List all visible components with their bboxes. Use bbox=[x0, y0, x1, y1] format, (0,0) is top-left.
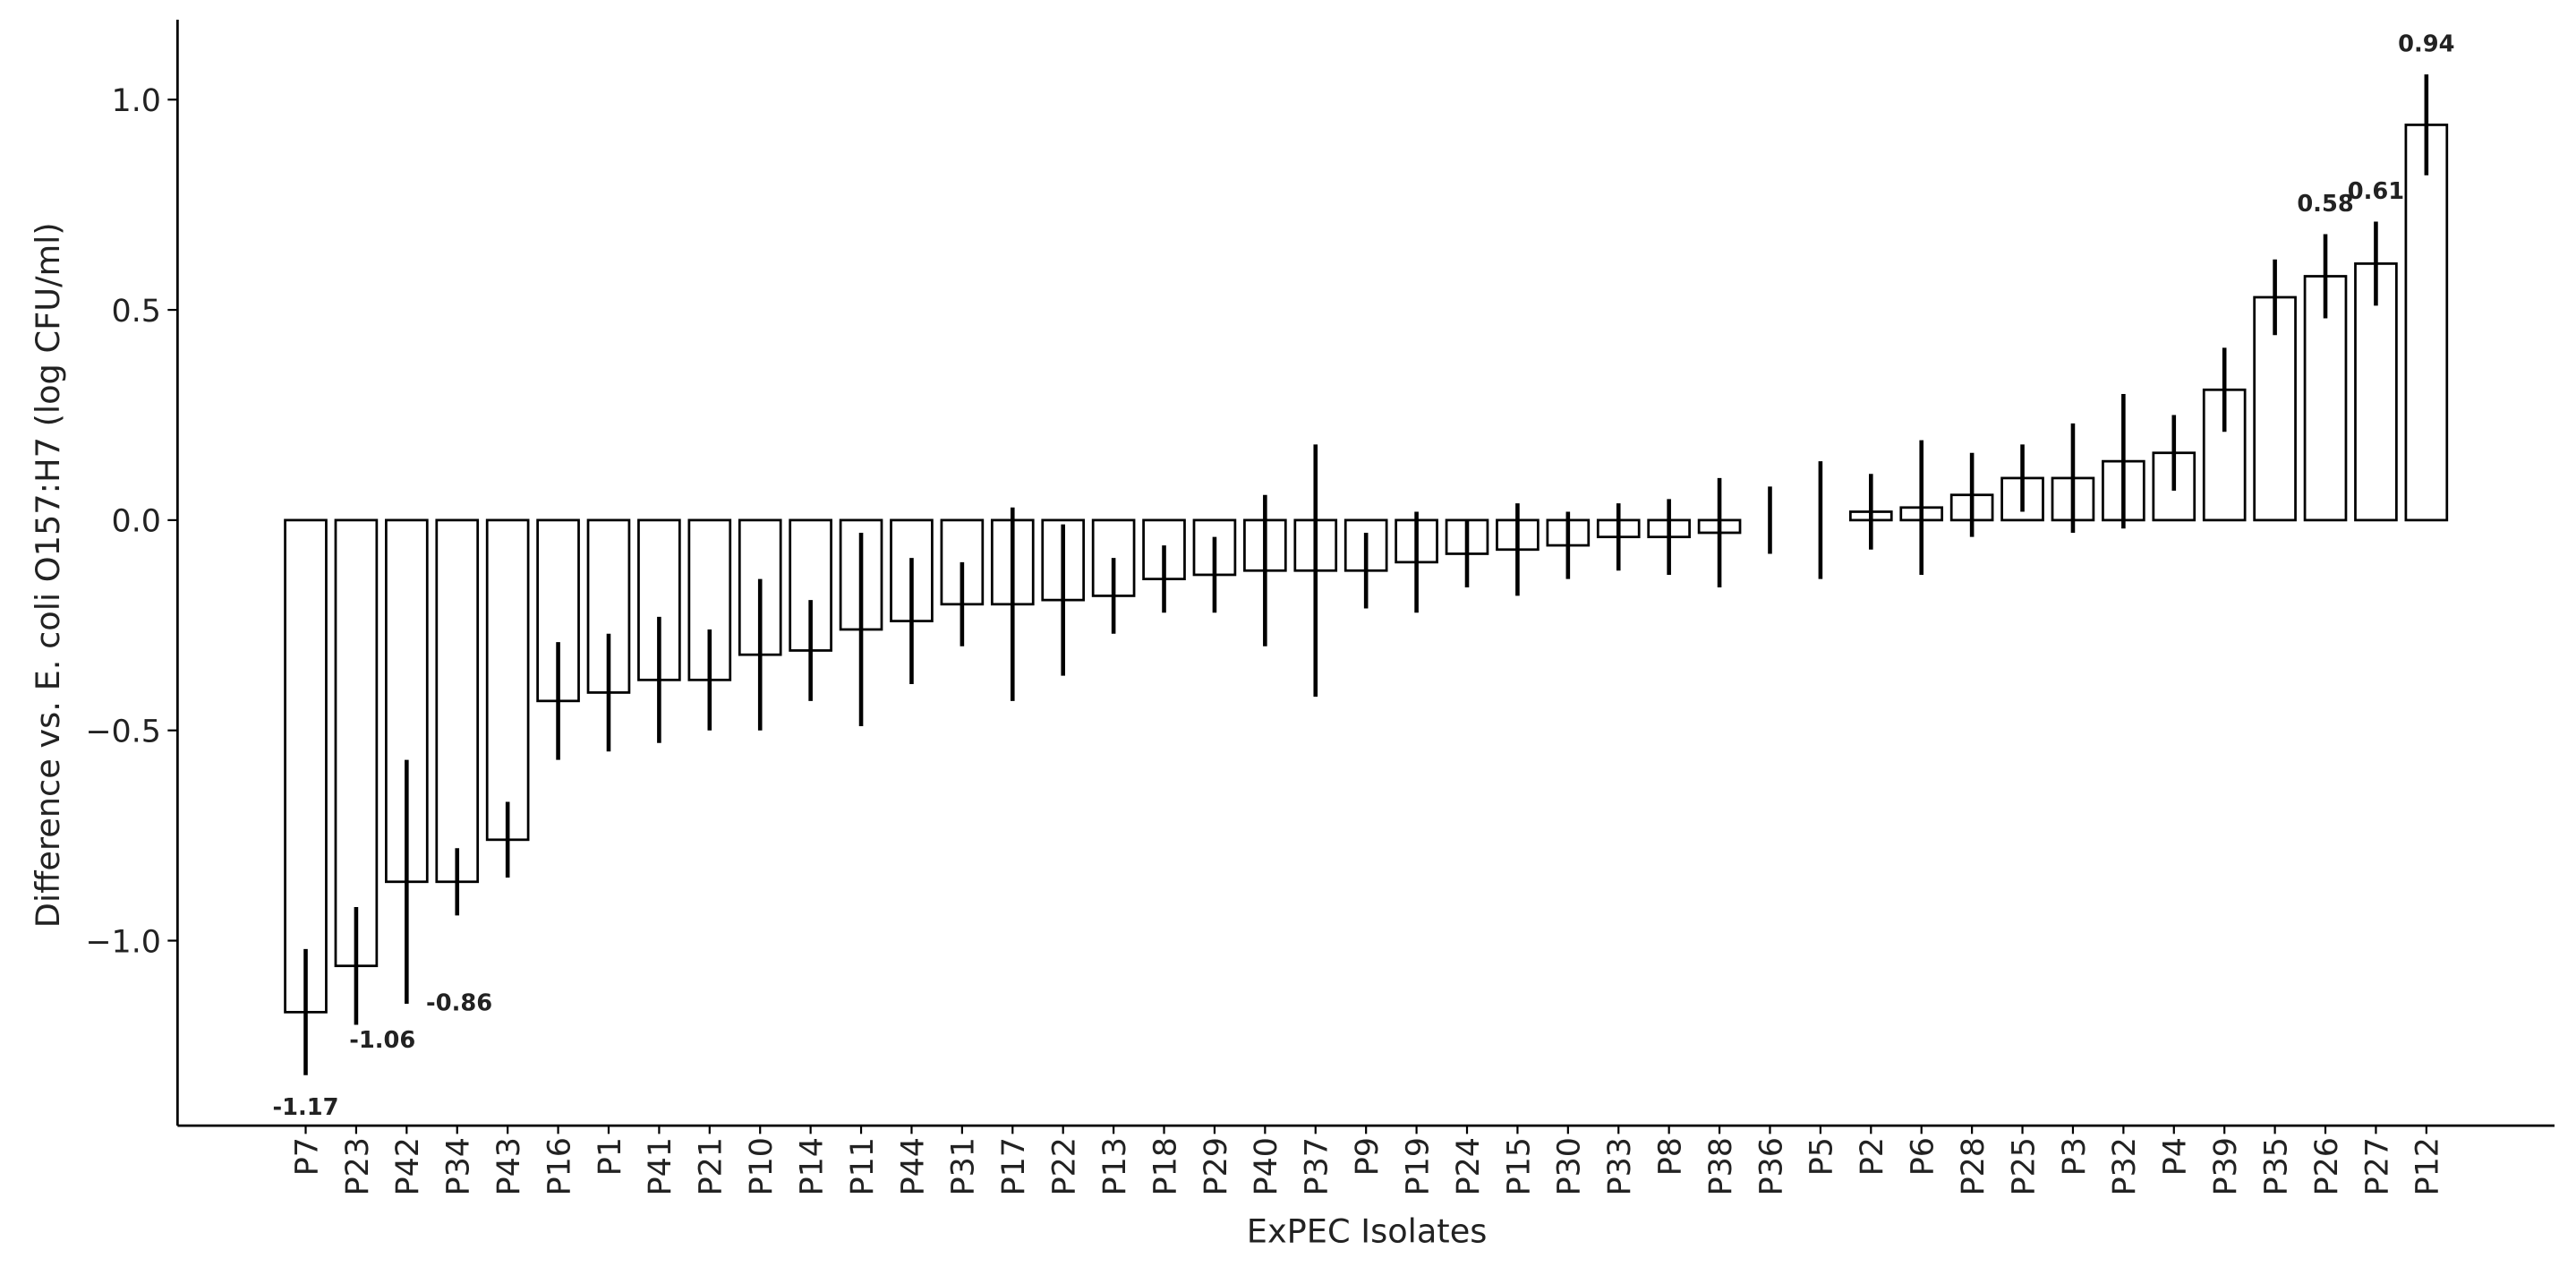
x-tick-label: P36 bbox=[1753, 1137, 1789, 1195]
x-tick-label: P40 bbox=[1249, 1137, 1284, 1195]
x-tick-label: P21 bbox=[694, 1137, 729, 1195]
x-tick-label: P26 bbox=[2309, 1137, 2345, 1195]
y-tick-label: −1.0 bbox=[85, 924, 161, 960]
x-tick-label: P7 bbox=[289, 1137, 325, 1176]
x-tick-label: P42 bbox=[390, 1137, 426, 1195]
x-tick-label: P27 bbox=[2359, 1137, 2395, 1195]
x-tick-label: P12 bbox=[2410, 1137, 2446, 1195]
y-axis-label: Difference vs. E. coli O157:H7 (log CFU/… bbox=[29, 222, 67, 928]
x-tick-label: P5 bbox=[1804, 1137, 1840, 1176]
y-tick-label: 0.5 bbox=[112, 294, 161, 330]
x-tick-label: P15 bbox=[1501, 1137, 1537, 1195]
x-tick-label: P17 bbox=[996, 1137, 1032, 1195]
x-tick-label: P35 bbox=[2258, 1137, 2294, 1195]
x-tick-label: P39 bbox=[2208, 1137, 2244, 1195]
x-tick-label: P9 bbox=[1350, 1137, 1386, 1176]
x-tick-label: P34 bbox=[441, 1137, 477, 1195]
x-tick-label: P43 bbox=[491, 1137, 527, 1195]
x-tick-label: P14 bbox=[794, 1137, 830, 1195]
x-tick-label: P24 bbox=[1451, 1137, 1487, 1195]
y-tick-label: 1.0 bbox=[112, 83, 161, 119]
x-tick-label: P25 bbox=[2006, 1137, 2042, 1195]
bar bbox=[334, 518, 379, 968]
x-tick-label: P28 bbox=[1956, 1137, 1992, 1195]
value-label: -0.86 bbox=[426, 989, 492, 1016]
x-tick-label: P2 bbox=[1855, 1137, 1890, 1176]
bar bbox=[435, 518, 480, 884]
x-tick-label: P31 bbox=[946, 1137, 982, 1195]
x-tick-label: P11 bbox=[845, 1137, 881, 1195]
x-tick-label: P44 bbox=[895, 1137, 931, 1195]
x-tick-label: P30 bbox=[1552, 1137, 1588, 1195]
x-tick-label: P1 bbox=[593, 1137, 628, 1176]
value-label: 0.61 bbox=[2348, 178, 2404, 205]
x-tick-label: P29 bbox=[1198, 1137, 1234, 1195]
x-tick-label: P41 bbox=[643, 1137, 678, 1195]
bar bbox=[2404, 124, 2449, 522]
y-tick-label: −0.5 bbox=[85, 715, 161, 750]
x-tick-label: P37 bbox=[1300, 1137, 1335, 1195]
value-label: 0.58 bbox=[2297, 191, 2353, 218]
x-tick-label: P19 bbox=[1400, 1137, 1436, 1195]
x-tick-label: P22 bbox=[1047, 1137, 1083, 1195]
bar bbox=[284, 518, 328, 1014]
x-tick-label: P8 bbox=[1653, 1137, 1689, 1176]
x-tick-label: P10 bbox=[744, 1137, 780, 1195]
x-tick-label: P23 bbox=[340, 1137, 376, 1195]
y-tick-label: 0.0 bbox=[112, 504, 161, 540]
x-axis-label: ExPEC Isolates bbox=[1247, 1211, 1488, 1250]
value-label: -1.06 bbox=[349, 1027, 415, 1054]
x-tick-label: P3 bbox=[2057, 1137, 2093, 1176]
x-tick-label: P18 bbox=[1147, 1137, 1183, 1195]
value-label: 0.94 bbox=[2398, 30, 2454, 57]
x-tick-label: P38 bbox=[1703, 1137, 1739, 1195]
x-tick-label: P13 bbox=[1097, 1137, 1133, 1195]
bar bbox=[485, 518, 530, 842]
x-tick-label: P32 bbox=[2107, 1137, 2143, 1195]
x-tick-label: P33 bbox=[1602, 1137, 1638, 1195]
x-tick-label: P4 bbox=[2158, 1137, 2194, 1176]
value-label: -1.17 bbox=[272, 1094, 338, 1121]
x-tick-label: P6 bbox=[1906, 1137, 1941, 1176]
x-tick-label: P16 bbox=[542, 1137, 577, 1195]
